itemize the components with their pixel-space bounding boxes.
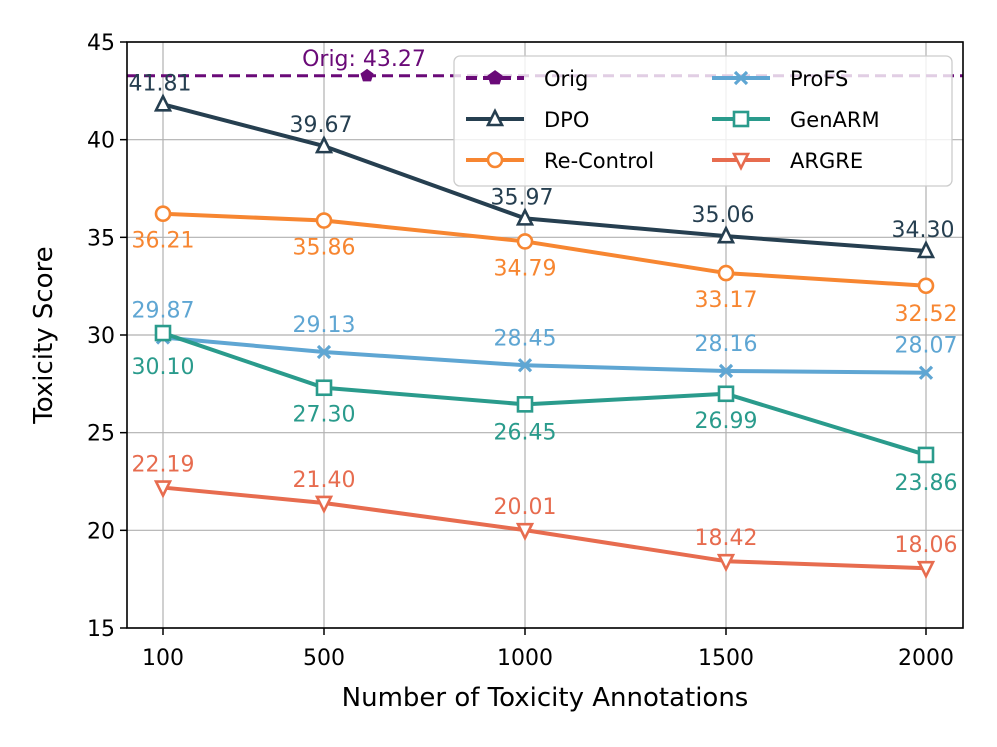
x-tick-label: 2000 (898, 646, 954, 671)
legend-label: GenARM (790, 108, 880, 132)
legend-label: Orig (544, 67, 588, 91)
data-label: 34.30 (892, 218, 955, 243)
data-point (917, 446, 935, 464)
y-tick-label: 30 (87, 324, 115, 349)
y-tick-label: 45 (87, 31, 115, 56)
series-re-control (154, 205, 935, 295)
data-point (916, 240, 936, 259)
data-point (315, 212, 333, 229)
data-point (517, 358, 533, 373)
legend-label: DPO (544, 108, 589, 132)
data-point (154, 205, 172, 222)
legend-marker (486, 151, 504, 169)
y-tick-label: 25 (87, 422, 115, 447)
y-tick-label: 35 (87, 226, 115, 251)
data-label: 35.86 (293, 236, 356, 261)
data-point (153, 480, 173, 499)
series-dpo (153, 93, 936, 259)
data-label: 21.40 (293, 468, 356, 493)
data-label: 35.97 (491, 185, 554, 210)
legend-label: ProFS (790, 67, 848, 91)
data-point (314, 135, 334, 154)
data-point (315, 379, 333, 397)
data-label: 22.19 (132, 453, 195, 478)
data-point (717, 264, 735, 282)
legend-marker (732, 110, 750, 128)
data-label: 29.87 (132, 299, 195, 324)
legend-box (453, 55, 953, 187)
data-label: 28.16 (695, 332, 758, 357)
data-label: 32.52 (895, 302, 958, 327)
data-label: 28.07 (895, 334, 958, 359)
data-label: 26.45 (494, 420, 557, 445)
orig-reference-label: Orig: 43.27 (302, 47, 426, 72)
x-tick-label: 1000 (497, 646, 553, 671)
orig-reference-marker (360, 68, 374, 82)
data-label: 20.01 (494, 495, 557, 520)
data-point (917, 277, 935, 295)
data-point (154, 324, 172, 342)
series-group (153, 93, 936, 580)
legend-item-re-control: Re-Control (466, 149, 654, 173)
data-label: 26.99 (695, 409, 758, 434)
data-point (716, 553, 736, 573)
axes: 15 20 25 30 35 40 45 100 500 1000 1500 2000 (87, 31, 954, 671)
series-argre (153, 480, 936, 580)
data-label: 30.10 (132, 355, 195, 380)
data-point (516, 233, 534, 250)
legend-item-orig: Orig (466, 67, 588, 91)
data-label: 35.06 (692, 203, 755, 228)
data-point (153, 93, 173, 112)
data-point (515, 522, 535, 542)
legend-item-argre: ARGRE (712, 149, 863, 173)
legend-marker (733, 70, 749, 86)
data-point (918, 365, 934, 380)
data-labels: Orig: 43.27 41.81 39.67 35.97 35.06 34.30 36.2… (129, 47, 958, 558)
legend-marker (485, 108, 505, 127)
data-label: 27.30 (293, 403, 356, 428)
data-label: 39.67 (290, 113, 353, 138)
y-axis-title: Toxicity Score (29, 246, 59, 424)
data-label: 41.81 (129, 71, 192, 96)
data-point (718, 363, 734, 379)
y-tick-label: 40 (87, 129, 115, 154)
data-point (716, 225, 736, 244)
legend-marker (731, 152, 751, 171)
data-point (314, 495, 334, 514)
data-point (916, 560, 936, 580)
legend: Orig DPO Re-Control ProFS GenARM ARGRE (453, 55, 953, 187)
data-label: 23.86 (895, 471, 958, 496)
y-tick-label: 15 (87, 617, 115, 642)
data-label: 28.45 (494, 326, 557, 351)
data-label: 36.21 (132, 229, 195, 254)
x-tick-label: 100 (142, 646, 184, 671)
x-tick-label: 500 (303, 646, 345, 671)
legend-item-dpo: DPO (466, 108, 589, 132)
y-tick-label: 20 (87, 519, 115, 544)
x-axis-title: Number of Toxicity Annotations (342, 683, 749, 713)
data-label: 18.42 (695, 526, 758, 551)
data-point (515, 207, 535, 226)
legend-item-profs: ProFS (712, 67, 848, 91)
data-label: 34.79 (494, 256, 557, 281)
legend-item-genarm: GenARM (712, 108, 880, 132)
data-point (316, 344, 332, 360)
legend-label: Re-Control (544, 149, 654, 173)
legend-label: ARGRE (790, 149, 863, 173)
data-label: 33.17 (695, 288, 758, 313)
legend-marker (487, 70, 503, 85)
data-point (516, 396, 534, 413)
data-point (717, 385, 735, 403)
x-tick-label: 1500 (698, 646, 754, 671)
data-label: 29.13 (293, 313, 356, 338)
series-genarm (154, 324, 935, 464)
data-label: 18.06 (895, 533, 958, 558)
